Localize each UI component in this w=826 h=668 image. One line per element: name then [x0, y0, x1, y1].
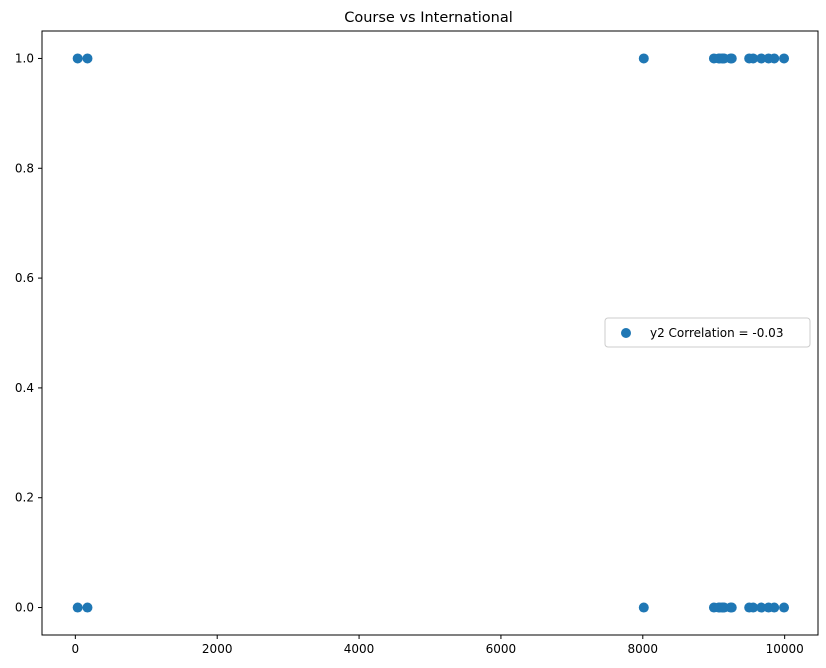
x-tick-label: 8000 [628, 642, 659, 656]
data-point [748, 602, 759, 613]
data-point [748, 53, 759, 64]
data-point [726, 602, 737, 613]
legend-marker [621, 328, 631, 338]
y-tick-label: 1.0 [15, 51, 34, 65]
data-point [82, 602, 93, 613]
data-point [82, 53, 93, 64]
data-point [769, 602, 780, 613]
data-point [72, 53, 83, 64]
x-tick-label: 0 [72, 642, 80, 656]
x-tick-label: 6000 [486, 642, 517, 656]
data-point [726, 53, 737, 64]
plot-frame [41, 30, 819, 636]
y-tick-label: 0.6 [15, 271, 34, 285]
data-point [779, 53, 790, 64]
legend-box [604, 317, 811, 348]
x-tick-label: 10000 [766, 642, 804, 656]
y-tick-label: 0.8 [15, 161, 34, 175]
x-tick-label: 2000 [202, 642, 233, 656]
data-point [756, 602, 767, 613]
plot-area [72, 53, 790, 613]
x-axis: 0 2000 4000 6000 8000 10000 [72, 635, 804, 656]
data-point [638, 602, 649, 613]
legend-label: y2 Correlation = -0.03 [650, 326, 783, 340]
data-point [779, 602, 790, 613]
data-point [769, 53, 780, 64]
y-tick-label: 0.4 [15, 381, 34, 395]
data-point [756, 53, 767, 64]
y-tick-label: 0.2 [15, 491, 34, 505]
data-point [638, 53, 649, 64]
data-point [72, 602, 83, 613]
legend: y2 Correlation = -0.03 [604, 317, 811, 348]
y-tick-label: 0.0 [15, 601, 34, 615]
y-axis: 0.0 0.2 0.4 0.6 0.8 1.0 [15, 51, 42, 615]
x-tick-label: 4000 [344, 642, 375, 656]
chart-title: Course vs International [344, 10, 513, 26]
